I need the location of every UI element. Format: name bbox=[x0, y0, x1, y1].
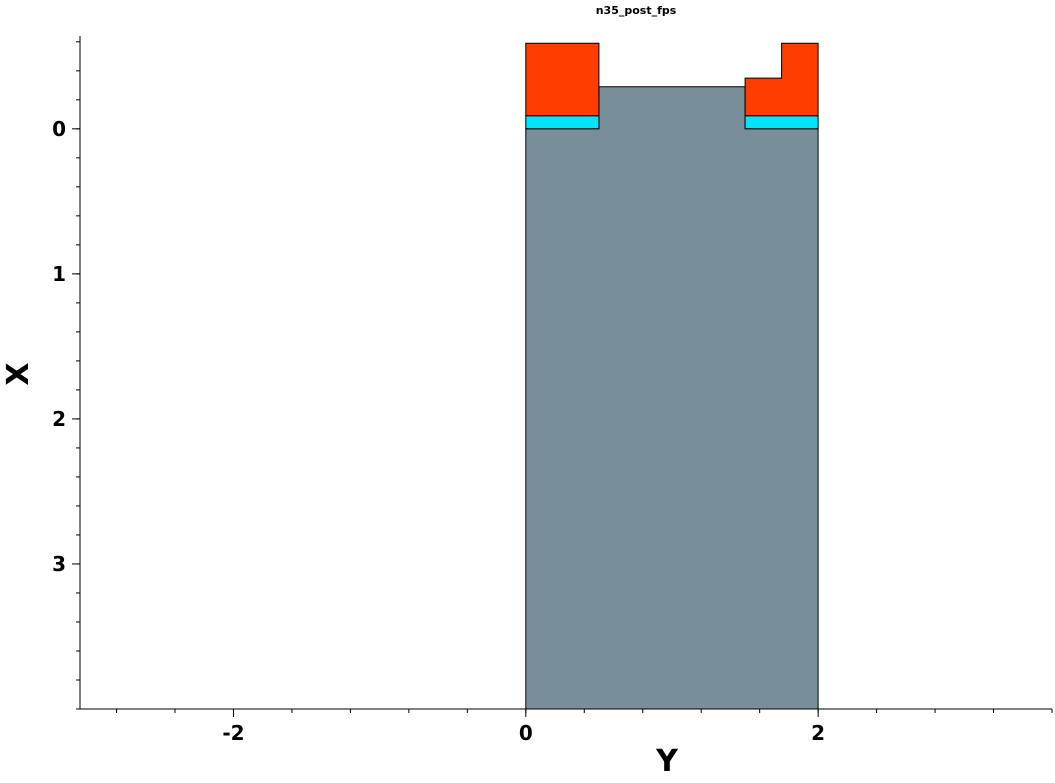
x-tick-label: 2 bbox=[811, 721, 825, 745]
y-tick-label: 2 bbox=[52, 407, 66, 431]
region-substrate bbox=[525, 86, 819, 710]
x-tick-label: 0 bbox=[519, 721, 533, 745]
ticks: -2 0 2 0 1 2 3 bbox=[52, 41, 1053, 745]
material-regions bbox=[525, 42, 819, 710]
x-axis-title: Y bbox=[655, 744, 679, 779]
y-tick-label: 3 bbox=[52, 552, 66, 576]
y-tick-label: 1 bbox=[52, 262, 66, 286]
region-layer-red-left bbox=[525, 42, 600, 117]
y-tick-label: 0 bbox=[52, 117, 66, 141]
chart-title: n35_post_fps bbox=[596, 4, 677, 17]
y-axis-title: X bbox=[1, 362, 36, 385]
region-layer-cyan-right bbox=[744, 115, 819, 130]
x-tick-label: -2 bbox=[222, 721, 244, 745]
region-layer-red-right bbox=[744, 42, 819, 117]
axes bbox=[79, 36, 1052, 710]
region-layer-cyan-left bbox=[525, 115, 600, 130]
